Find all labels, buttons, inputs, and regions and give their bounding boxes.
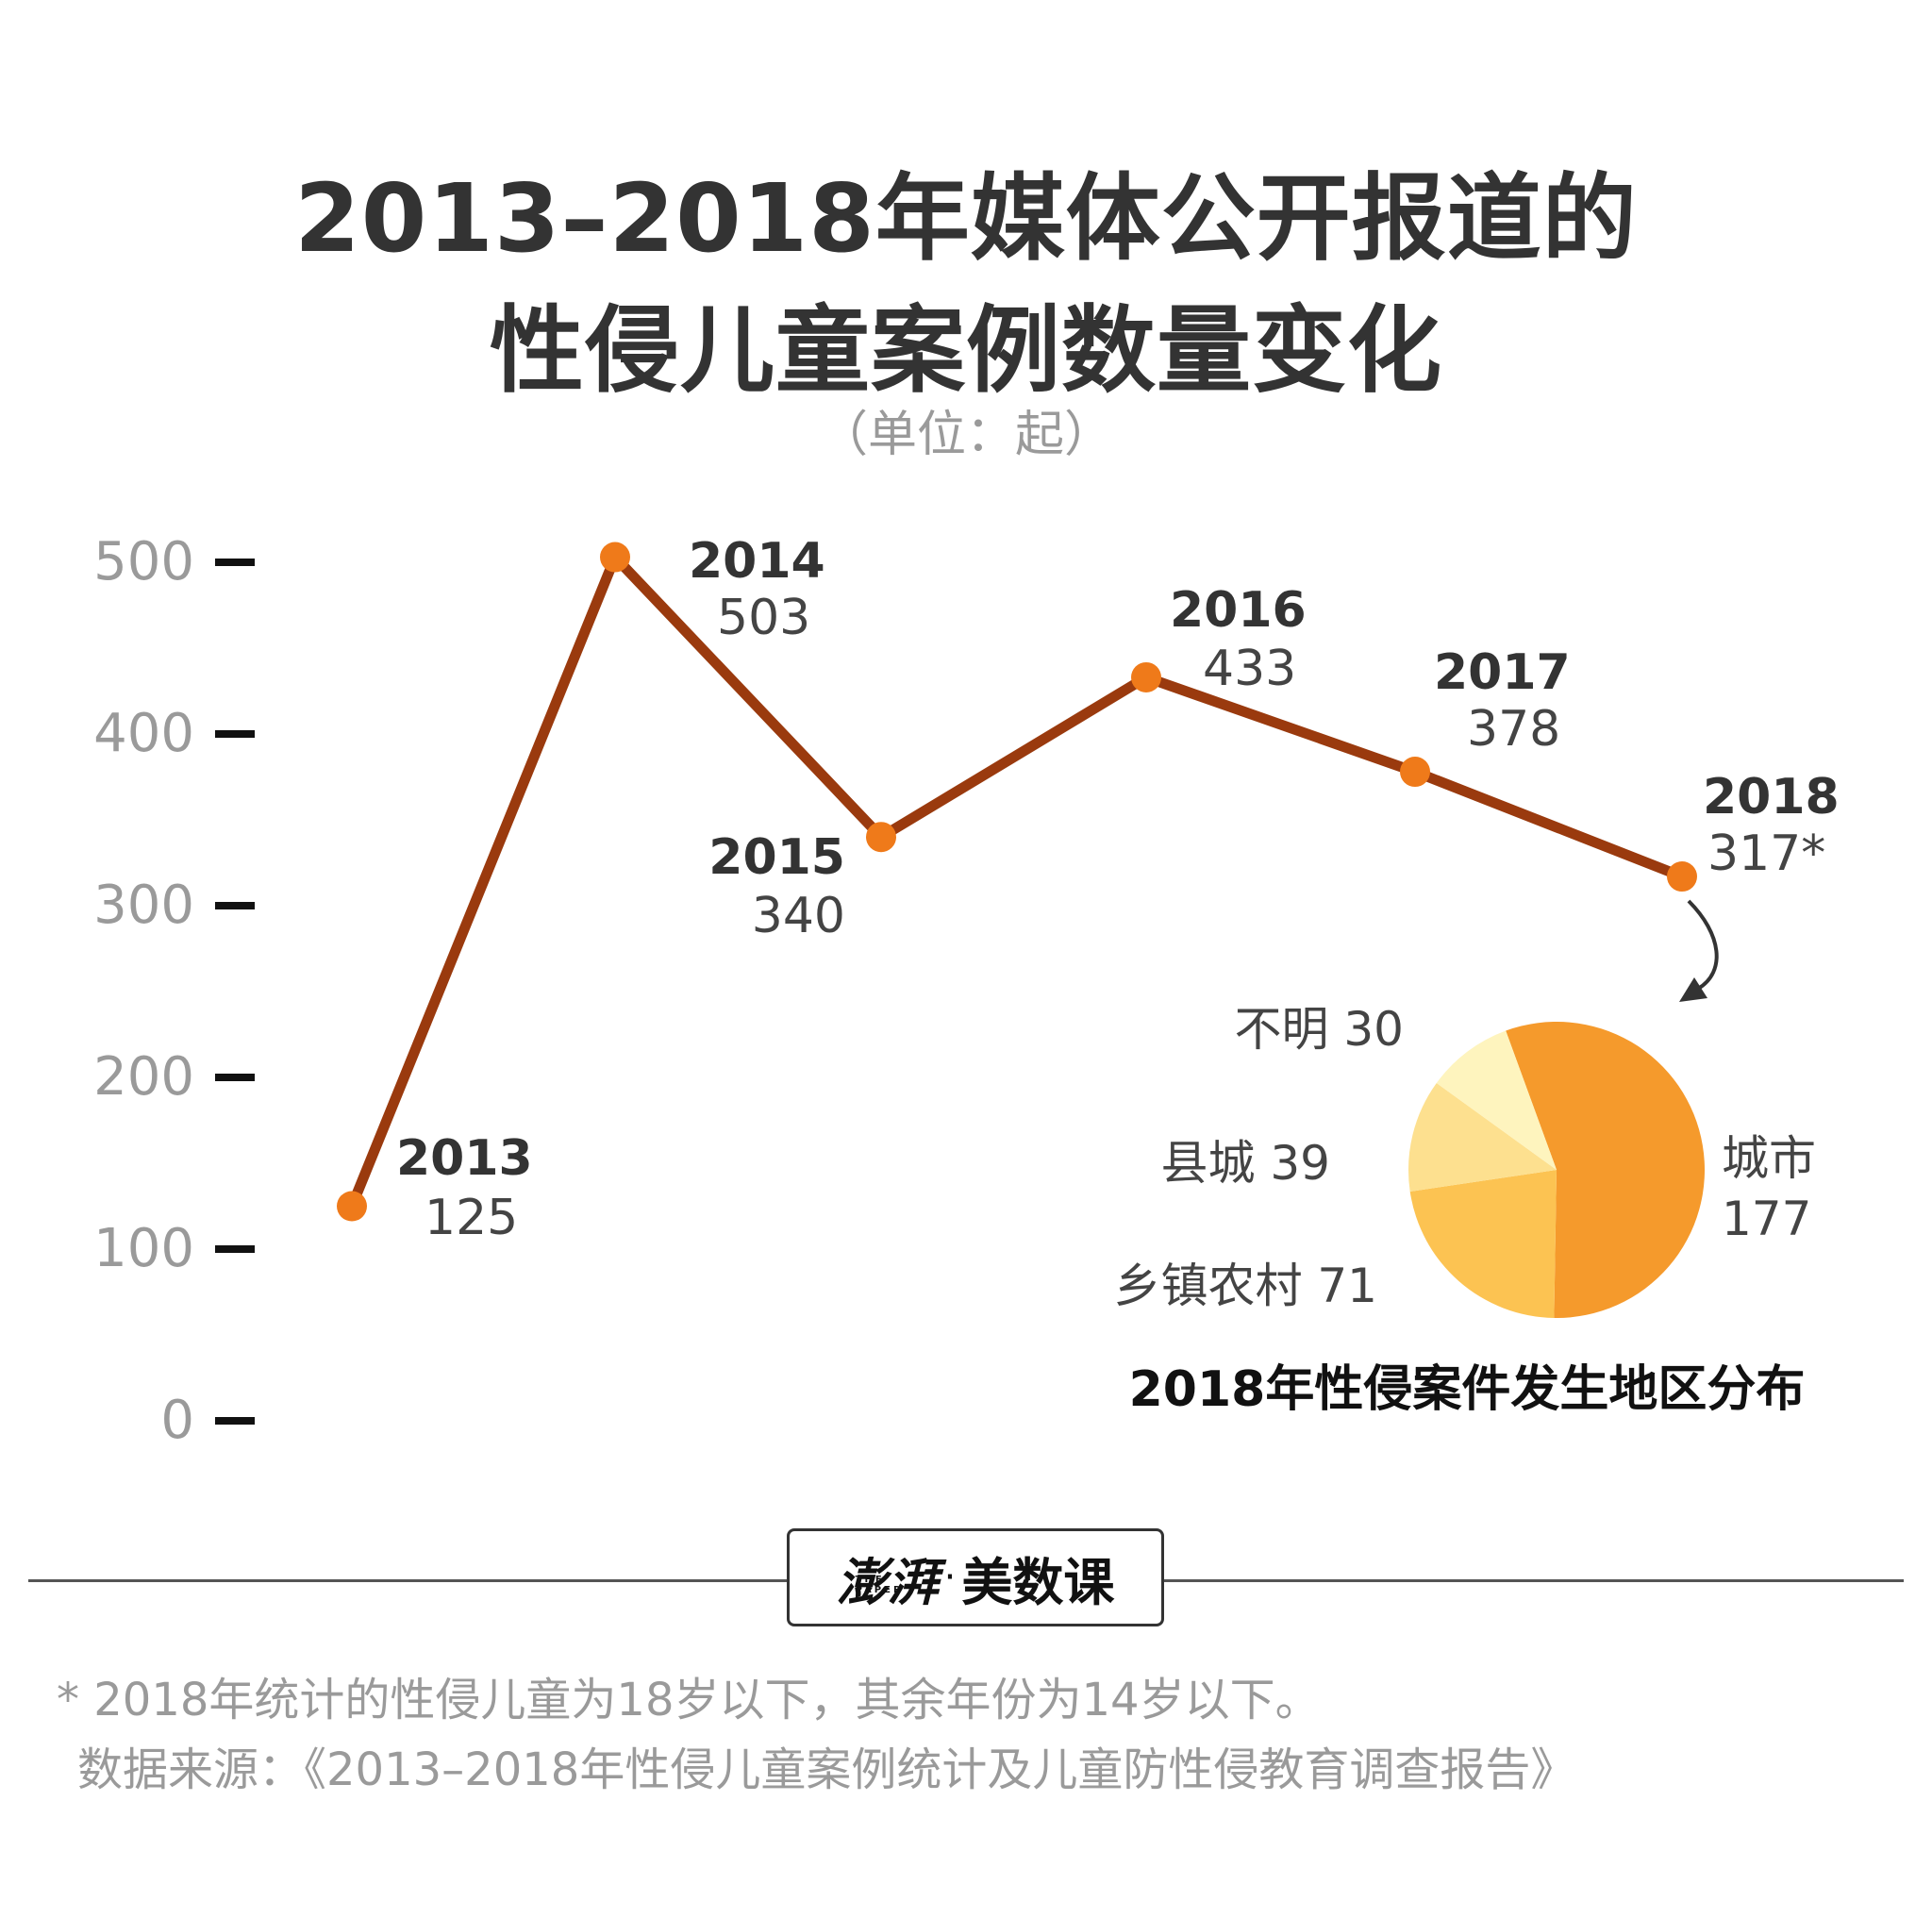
logo-brand: 美数课 xyxy=(961,1552,1115,1612)
footer-divider-right xyxy=(1158,1579,1904,1582)
pie-slice xyxy=(1408,1082,1557,1192)
year-label: 2014 xyxy=(689,533,825,590)
logo-english: THE PAPER xyxy=(855,1574,904,1595)
chart-title-line-1: 2013–2018年媒体公开报道的 xyxy=(294,163,1638,274)
y-tick-label: 100 xyxy=(93,1218,194,1279)
y-tick-label: 200 xyxy=(93,1046,194,1108)
publisher-logo: 澎湃 THE PAPER · 美数课 xyxy=(787,1528,1164,1626)
y-tick-label: 400 xyxy=(93,703,194,764)
y-tick-label: 0 xyxy=(160,1390,194,1451)
y-tick-mark xyxy=(215,730,255,738)
unit-label: （单位：起） xyxy=(818,407,1113,463)
y-tick-mark xyxy=(215,1074,255,1081)
y-tick-mark xyxy=(215,1245,255,1253)
footer-divider-left xyxy=(28,1579,787,1582)
y-tick-mark xyxy=(215,1417,255,1425)
pie-slice-label: 不明 30 xyxy=(1234,1002,1404,1057)
series-line xyxy=(346,552,1688,1211)
chart-title-line-2: 性侵儿童案例数量变化 xyxy=(490,295,1442,406)
logo-separator: · xyxy=(943,1556,957,1599)
y-tick-label: 300 xyxy=(93,875,194,936)
pie-slice-label: 乡镇农村 71 xyxy=(1113,1259,1377,1313)
data-point xyxy=(1131,661,1161,692)
pie-slice xyxy=(1506,1022,1705,1318)
y-tick-label: 500 xyxy=(93,531,194,592)
pie-slice xyxy=(1409,1170,1557,1318)
data-point xyxy=(337,1191,367,1222)
data-point xyxy=(1667,861,1697,892)
pie-title: 2018年性侵案件发生地区分布 xyxy=(1129,1361,1806,1418)
footnote: * 2018年统计的性侵儿童为18岁以下，其余年份为14岁以下。 xyxy=(57,1674,1321,1726)
pie-slice xyxy=(1436,1030,1557,1170)
data-point xyxy=(1400,757,1430,788)
y-tick-mark xyxy=(215,559,255,566)
value-label: 503 xyxy=(717,590,810,646)
year-label: 2018 xyxy=(1703,769,1840,826)
value-label: 317* xyxy=(1707,826,1825,882)
pointer-arrowhead xyxy=(1679,977,1707,1002)
value-label: 340 xyxy=(752,888,845,944)
pie-chart: 城市 177 乡镇农村 71 县城 39 不明 30 2018年性侵案件发生地区分布 xyxy=(1113,1002,1816,1418)
data-point xyxy=(600,542,630,573)
pie-slice-label: 城市 177 xyxy=(1722,1131,1816,1246)
year-label: 2015 xyxy=(708,829,845,886)
year-label: 2016 xyxy=(1170,582,1307,639)
value-label: 433 xyxy=(1203,641,1296,697)
pie-slice-label: 县城 39 xyxy=(1160,1136,1330,1191)
year-label: 2017 xyxy=(1434,644,1571,701)
value-label: 125 xyxy=(425,1190,518,1246)
year-label: 2013 xyxy=(396,1130,533,1187)
logo-mark: 澎湃 THE PAPER xyxy=(837,1541,939,1615)
data-point xyxy=(866,822,896,853)
value-label: 378 xyxy=(1467,701,1560,758)
y-axis: 0 100 200 300 400 500 xyxy=(93,531,255,1451)
pointer-arrow xyxy=(1687,899,1719,991)
logo-chinese: 澎湃 xyxy=(836,1551,939,1612)
y-tick-mark xyxy=(215,902,255,909)
data-source: 数据来源：《2013–2018年性侵儿童案例统计及儿童防性侵教育调查报告》 xyxy=(77,1743,1576,1796)
